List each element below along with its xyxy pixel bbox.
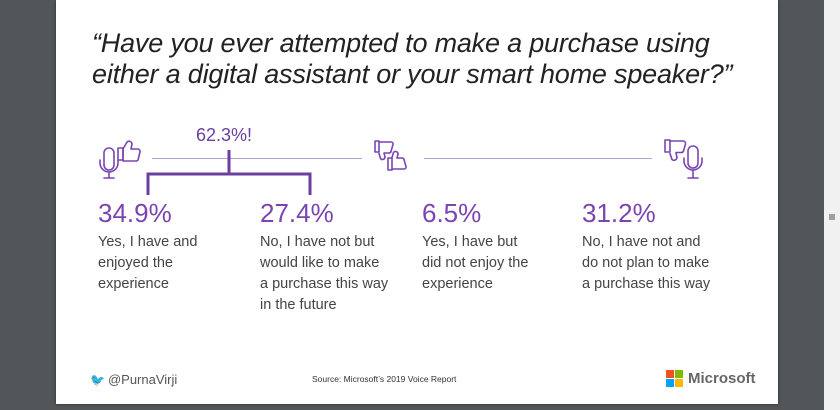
vertical-scrollbar[interactable]	[824, 0, 840, 410]
desc-line: No, I have not but	[260, 234, 375, 250]
desc-line: No, I have not and	[582, 234, 701, 250]
desc-line: would like to make	[260, 255, 380, 271]
desc-line: did not enjoy the	[422, 255, 529, 271]
desc-line: Yes, I have and	[98, 234, 198, 250]
slide-title: “Have you ever attempted to make a purch…	[92, 28, 733, 89]
thumbs-down-speaker-icon	[664, 139, 703, 179]
desc-line: a purchase this way	[582, 276, 711, 292]
stat-value: 31.2%	[582, 198, 656, 228]
stat-description: Yes, I have but did not enjoy the experi…	[422, 232, 582, 295]
microsoft-logo: Microsoft	[666, 370, 756, 387]
stat-item-2: 27.4% No, I have not but would like to m…	[260, 198, 420, 316]
mixed-thumbs-icon	[374, 140, 407, 171]
desc-line: in the future	[260, 297, 337, 313]
desc-line: enjoyed the	[98, 255, 173, 271]
stat-value: 6.5%	[422, 198, 482, 228]
twitter-handle: 🐦 @PurnaVirji	[90, 372, 177, 387]
thumbs-up-speaker-icon	[99, 140, 141, 179]
stat-description: No, I have not and do not plan to make a…	[582, 232, 752, 295]
stat-item-3: 6.5% Yes, I have but did not enjoy the e…	[422, 198, 582, 295]
desc-line: experience	[422, 276, 493, 292]
stat-value: 34.9%	[98, 198, 172, 228]
twitter-bird-icon: 🐦	[90, 373, 105, 387]
combined-bracket	[146, 150, 312, 195]
stat-item-1: 34.9% Yes, I have and enjoyed the experi…	[98, 198, 258, 295]
desc-line: do not plan to make	[582, 255, 710, 271]
stat-item-4: 31.2% No, I have not and do not plan to …	[582, 198, 752, 295]
microsoft-grid-icon	[666, 370, 683, 387]
slide: “Have you ever attempted to make a purch…	[56, 0, 778, 404]
scroll-thumb[interactable]	[829, 214, 835, 220]
stat-value: 27.4%	[260, 198, 334, 228]
source-note: Source: Microsoft’s 2019 Voice Report	[312, 374, 457, 384]
desc-line: a purchase this way	[260, 276, 389, 292]
stat-description: No, I have not but would like to make a …	[260, 232, 420, 316]
desc-line: experience	[98, 276, 169, 292]
brand-name: Microsoft	[688, 370, 756, 387]
desc-line: Yes, I have but	[422, 234, 518, 250]
stat-description: Yes, I have and enjoyed the experience	[98, 232, 258, 295]
combined-callout-label: 62.3%!	[196, 125, 253, 145]
divider-line-1	[152, 158, 362, 159]
handle-text: @PurnaVirji	[107, 372, 178, 387]
divider-line-2	[424, 158, 652, 159]
